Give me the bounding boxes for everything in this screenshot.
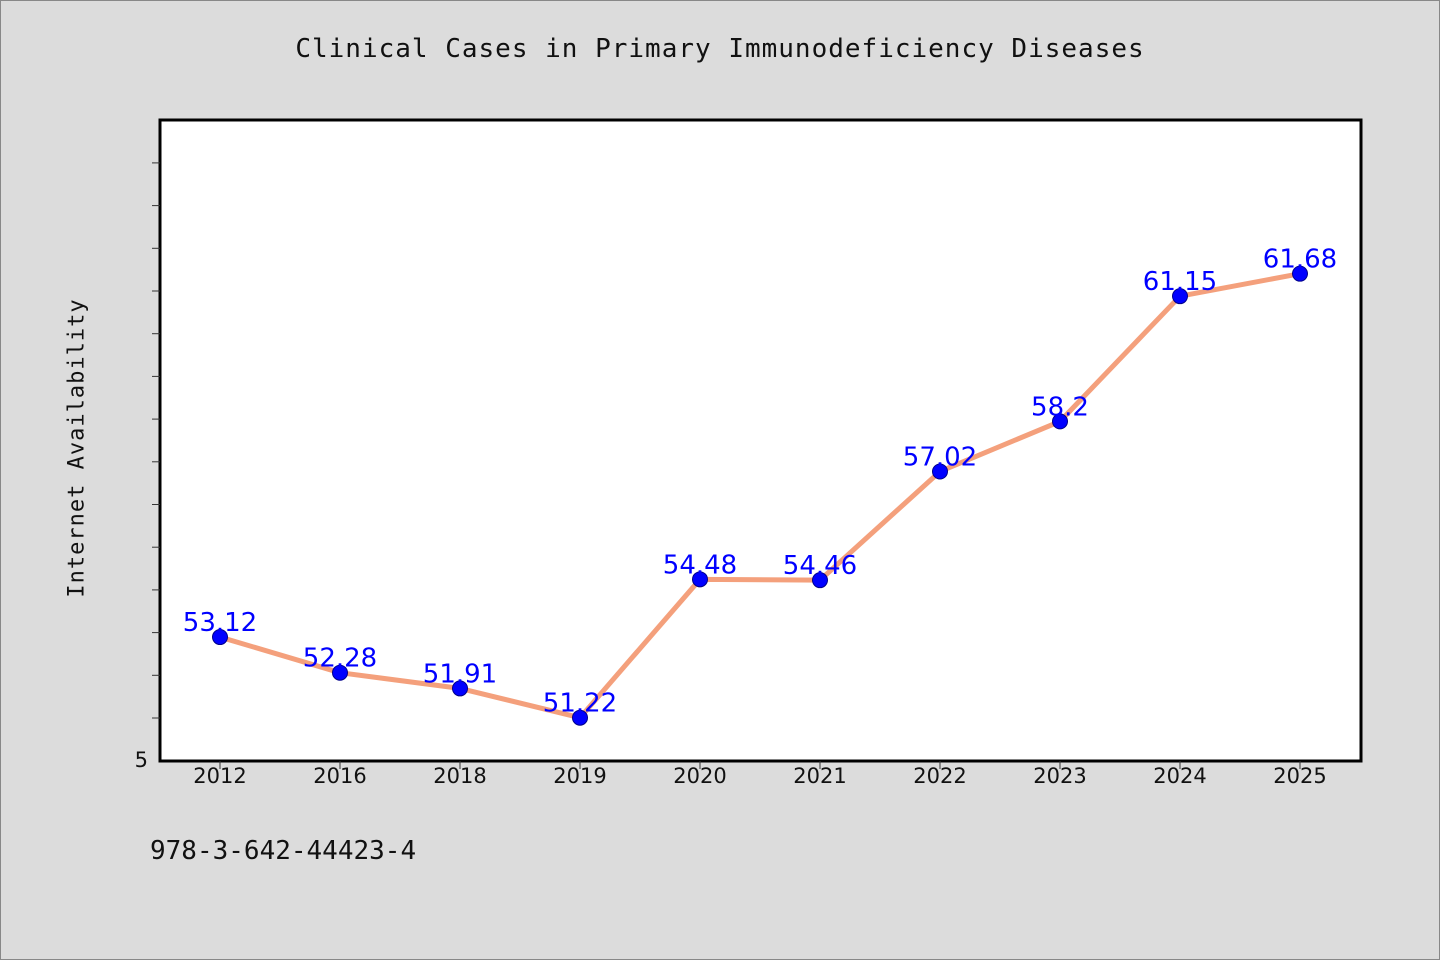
- x-tick-label: 2022: [913, 764, 966, 788]
- data-label: 61.15: [1143, 267, 1217, 297]
- data-label: 58.2: [1031, 392, 1089, 422]
- x-tick-label: 2016: [313, 764, 366, 788]
- x-tick-label: 2012: [193, 764, 246, 788]
- data-point: [1172, 288, 1188, 305]
- data-label: 61.68: [1263, 245, 1337, 275]
- data-label: 51.22: [543, 689, 617, 719]
- data-point: [1052, 413, 1068, 430]
- data-point: [932, 463, 948, 480]
- chart-title: Clinical Cases in Primary Immunodeficien…: [295, 34, 1145, 64]
- series-line: [219, 271, 1301, 721]
- x-tick-label: 2020: [673, 764, 726, 788]
- x-tick-label: 2023: [1033, 764, 1086, 788]
- data-point: [572, 709, 588, 726]
- data-point: [1292, 265, 1308, 282]
- data-label: 52.28: [303, 644, 377, 674]
- y-tick-label: 5: [135, 748, 148, 772]
- data-label: 54.48: [663, 550, 737, 580]
- data-label: 54.46: [783, 551, 857, 581]
- plot-area: [158, 118, 1363, 763]
- data-point: [812, 572, 828, 589]
- isbn-caption: 978-3-642-44423-4: [150, 836, 417, 866]
- x-tick-label: 2025: [1273, 764, 1326, 788]
- data-point: [212, 629, 228, 646]
- data-point: [452, 680, 468, 697]
- x-tick-label: 2021: [793, 764, 846, 788]
- data-label: 53.12: [183, 608, 257, 638]
- data-label: 51.91: [423, 659, 497, 689]
- data-point: [692, 571, 708, 588]
- data-label: 57.02: [903, 442, 977, 472]
- x-tick-label: 2024: [1153, 764, 1206, 788]
- data-point: [332, 664, 348, 681]
- x-tick-label: 2019: [553, 764, 606, 788]
- x-tick-label: 2018: [433, 764, 486, 788]
